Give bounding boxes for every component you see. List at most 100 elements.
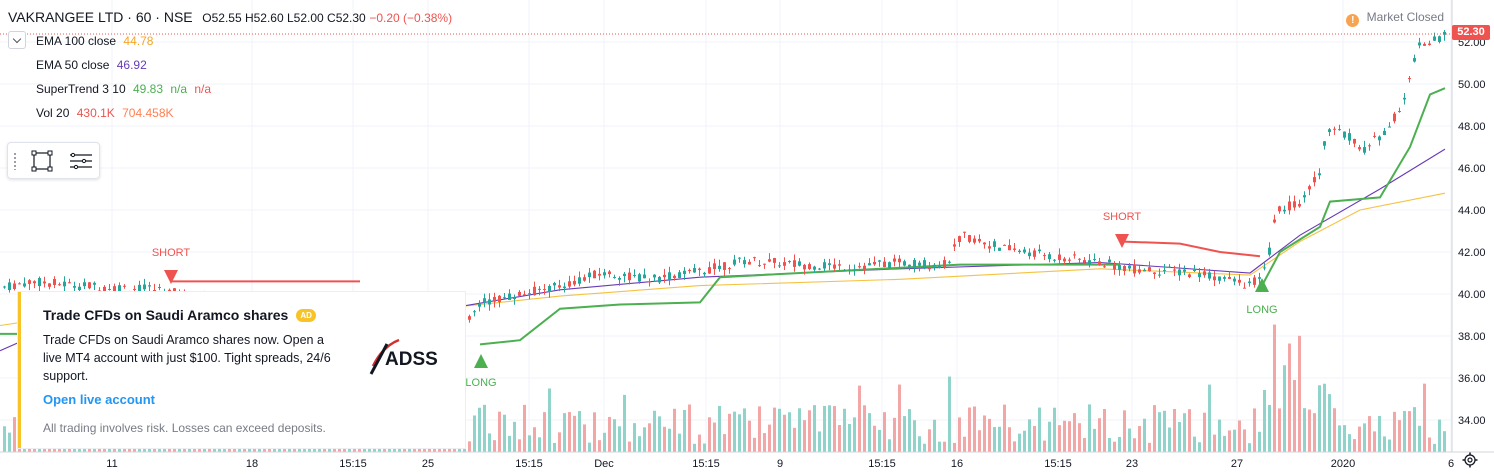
symbol-title[interactable]: VAKRANGEE LTD · 60 · NSE — [8, 9, 193, 25]
volume-bar — [603, 432, 606, 452]
candle — [933, 264, 936, 267]
volume-bar — [878, 429, 881, 452]
candle — [883, 261, 886, 268]
volume-bar — [513, 421, 516, 452]
candle — [798, 261, 801, 266]
candle — [853, 269, 856, 271]
candle — [638, 274, 641, 282]
volume-bar — [718, 405, 721, 452]
volume-bar — [1178, 422, 1181, 452]
drawing-toolbox[interactable] — [7, 142, 100, 179]
candle — [1328, 129, 1331, 133]
volume-bar — [633, 423, 636, 452]
volume-bar — [1058, 425, 1061, 452]
candle — [1123, 265, 1126, 272]
open-live-account-link[interactable]: Open live account — [43, 392, 155, 407]
volume-bar — [988, 418, 991, 452]
indicator-ema100[interactable]: EMA 100 close 44.78 — [36, 34, 153, 48]
candle — [568, 281, 571, 287]
volume-bar — [1378, 415, 1381, 452]
candle — [538, 288, 541, 290]
candle — [1338, 129, 1341, 131]
logo-text: ADSS — [385, 349, 438, 370]
volume-bar — [1163, 410, 1166, 452]
indicator-name: Vol 20 — [36, 106, 70, 120]
indicator-ema50[interactable]: EMA 50 close 46.92 — [36, 58, 147, 72]
indicator-supertrend[interactable]: SuperTrend 3 10 49.83 n/a n/a — [36, 82, 211, 96]
volume-bar — [1343, 425, 1346, 452]
candle — [1423, 43, 1426, 46]
volume-bar — [733, 411, 736, 452]
ad-banner[interactable]: Trade CFDs on Saudi Aramco shares AD Trad… — [18, 292, 465, 448]
candle — [8, 282, 11, 291]
price-tick-label: 40.00 — [1458, 289, 1486, 301]
volume-bar — [1373, 431, 1376, 452]
volume-bar — [1173, 409, 1176, 452]
candle — [553, 283, 556, 286]
candle — [1083, 260, 1086, 263]
candle — [1348, 133, 1351, 141]
volume-bar — [813, 405, 816, 452]
collapse-legend-button[interactable] — [8, 31, 26, 49]
candle — [983, 242, 986, 245]
indicator-name: SuperTrend 3 10 — [36, 82, 126, 96]
candle — [483, 298, 486, 303]
drag-handle-icon[interactable] — [13, 152, 17, 170]
volume-bar — [863, 405, 866, 452]
volume-bar — [613, 419, 616, 452]
candle — [93, 282, 96, 285]
volume-bar — [873, 425, 876, 452]
candle — [1408, 78, 1411, 80]
gear-icon[interactable] — [1462, 452, 1478, 468]
rectangle-tool-icon[interactable] — [28, 147, 56, 175]
volume-bar — [773, 407, 776, 452]
candle — [633, 275, 636, 277]
candle — [603, 272, 606, 276]
signal-label: LONG — [1246, 304, 1277, 316]
candle — [878, 260, 881, 262]
adss-logo[interactable]: ADSS — [369, 336, 453, 376]
volume-bar — [738, 414, 741, 452]
candle — [478, 303, 481, 307]
candle — [1183, 269, 1186, 272]
market-status[interactable]: ! Market Closed — [1346, 10, 1444, 27]
volume-bar — [578, 411, 581, 452]
candle — [1093, 258, 1096, 260]
candle — [1213, 276, 1216, 281]
volume-bar — [1263, 390, 1266, 452]
volume-bar — [973, 406, 976, 452]
volume-bar — [1108, 437, 1111, 452]
volume-bar — [1123, 410, 1126, 452]
candle — [13, 283, 16, 289]
volume-bar — [658, 416, 661, 452]
volume-bar — [913, 420, 916, 452]
candle — [18, 283, 21, 285]
volume-bar — [1153, 405, 1156, 452]
candle — [1393, 113, 1396, 122]
candle — [938, 265, 941, 268]
volume-bar — [823, 405, 826, 452]
candle — [773, 257, 776, 263]
volume-bar — [1323, 383, 1326, 452]
volume-bar — [963, 436, 966, 452]
candle — [953, 244, 956, 247]
volume-bar — [1003, 404, 1006, 452]
candle — [533, 286, 536, 296]
candle — [668, 272, 671, 281]
volume-bar — [1093, 428, 1096, 452]
volume-bar — [598, 440, 601, 452]
candle — [1263, 267, 1266, 269]
indicator-volume[interactable]: Vol 20 430.1K 704.458K — [36, 106, 174, 120]
candle — [1228, 276, 1231, 279]
volume-bar — [1118, 436, 1121, 452]
volume-bar — [1413, 407, 1416, 452]
volume-bar — [663, 426, 666, 452]
candle — [123, 285, 126, 287]
menu-lines-icon[interactable] — [66, 147, 94, 175]
ad-title[interactable]: Trade CFDs on Saudi Aramco shares AD — [43, 307, 316, 323]
signal-label: SHORT — [1103, 211, 1142, 223]
volume-bar — [468, 441, 471, 452]
volume-bar — [503, 414, 506, 452]
signal-label: LONG — [465, 377, 496, 389]
